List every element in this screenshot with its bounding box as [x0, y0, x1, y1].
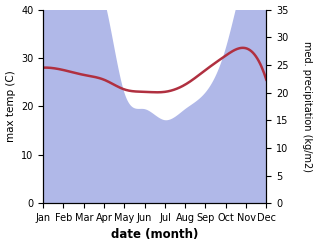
Y-axis label: med. precipitation (kg/m2): med. precipitation (kg/m2) — [302, 41, 313, 172]
X-axis label: date (month): date (month) — [111, 228, 198, 242]
Y-axis label: max temp (C): max temp (C) — [5, 70, 16, 142]
